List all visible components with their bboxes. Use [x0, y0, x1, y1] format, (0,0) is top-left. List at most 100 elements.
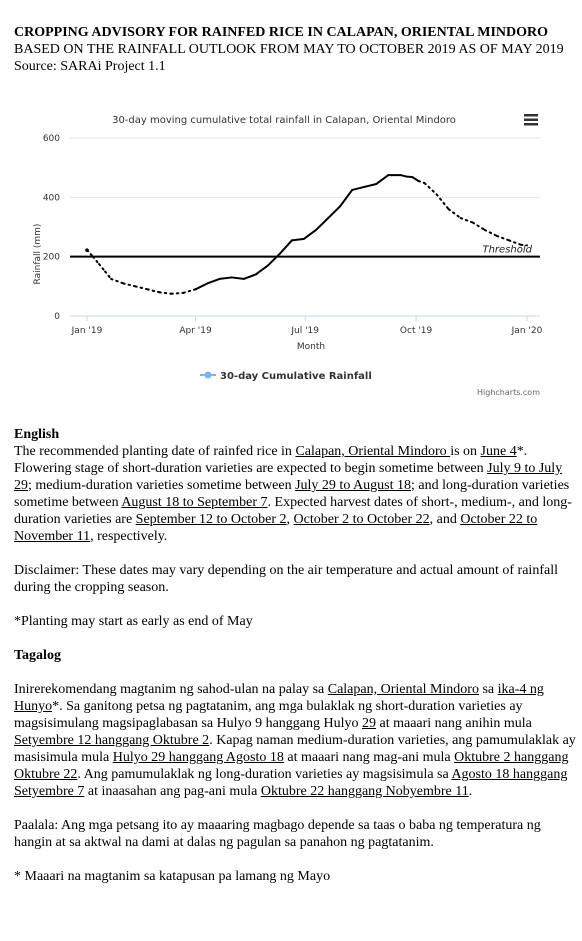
- menu-icon[interactable]: [524, 114, 538, 126]
- series-segment-solid: [363, 182, 378, 188]
- long-harvest-range: October 22 to November 11: [14, 512, 538, 544]
- tagalog-medium-flowering: Hulyo 29 hanggang Agosto 18: [112, 750, 284, 765]
- text: at inaasahan ang pag-ani mula: [84, 784, 261, 799]
- x-tick-label: Jul '19: [290, 326, 319, 336]
- tagalog-disclaimer: Paalala: Ang mga petsang ito ay maaaring…: [14, 818, 541, 850]
- series-segment-dotted: [471, 221, 486, 231]
- text: Inirerekomendang magtanim ng sahod-ulan …: [14, 682, 328, 697]
- series-segment-solid: [194, 282, 209, 291]
- text: . Ang pamumulaklak ng long-duration vari…: [77, 767, 452, 782]
- series-segment-dotted: [507, 239, 522, 246]
- x-tick-label: Jan '20: [511, 326, 543, 336]
- series-segment-dotted: [483, 228, 498, 237]
- y-axis-label: Rainfall (mm): [33, 224, 43, 285]
- series-segment-dotted: [495, 234, 510, 242]
- advisory-body: English The recommended planting date of…: [14, 426, 576, 885]
- series-segment-solid: [315, 217, 330, 231]
- english-paragraph: The recommended planting date of rainfed…: [14, 443, 576, 545]
- series-segment-dotted: [170, 291, 185, 295]
- series-segment-solid: [399, 174, 408, 178]
- tagalog-heading: Tagalog: [14, 648, 61, 663]
- series-segment-solid: [405, 175, 414, 179]
- series-point: [85, 248, 89, 252]
- x-tick-label: Apr '19: [179, 326, 212, 336]
- x-tick-label: Oct '19: [400, 326, 433, 336]
- series-segment-dotted: [92, 255, 101, 266]
- y-tick-label: 600: [43, 134, 60, 144]
- series-segment-dotted: [122, 282, 137, 288]
- series-segment-dotted: [110, 277, 125, 285]
- text: sa: [478, 682, 498, 697]
- text: *. Flowering stage of short-duration var…: [14, 444, 528, 476]
- english-disclaimer: Disclaimer: These dates may vary dependi…: [14, 563, 558, 595]
- series-segment-dotted: [98, 263, 107, 273]
- tagalog-paragraph: Inirerekomendang magtanim ng sahod-ulan …: [14, 681, 576, 800]
- tagalog-short-day: 29: [362, 716, 376, 731]
- tagalog-long-flowering: Agosto 18 hanggang Setyembre 7: [14, 767, 568, 799]
- english-note: *Planting may start as early as end of M…: [14, 614, 253, 629]
- series-segment-dotted: [447, 208, 462, 220]
- series-segment-solid: [411, 176, 420, 183]
- text: ; and long-duration varieties sometime b…: [14, 478, 570, 510]
- series-segment-dotted: [146, 288, 161, 294]
- series-segment-dotted: [104, 270, 113, 280]
- series-segment-solid: [339, 188, 354, 208]
- text: . Expected harvest dates of short-, medi…: [14, 495, 572, 527]
- tagalog-medium-harvest: Oktubre 2 hanggang Oktubre 22: [14, 750, 569, 782]
- medium-harvest-range: October 2 to October 22: [293, 512, 430, 527]
- rainfall-chart: 30-day moving cumulative total rainfall …: [14, 102, 554, 402]
- tagalog-long-harvest: Oktubre 22 hanggang Nobyembre 11: [260, 784, 469, 799]
- series-segment-dotted: [435, 193, 450, 211]
- chart-credit[interactable]: Highcharts.com: [477, 388, 540, 397]
- y-tick-label: 200: [43, 253, 60, 263]
- series-segment-dotted: [459, 217, 474, 224]
- series-segment-dotted: [417, 180, 426, 185]
- text: at maaari nang anihin mula: [376, 716, 532, 731]
- series-segment-solid: [278, 239, 293, 255]
- series-segment-dotted: [134, 285, 149, 291]
- location-link: Calapan, Oriental Mindoro: [295, 444, 451, 459]
- y-tick-label: 0: [54, 312, 60, 322]
- series-segment-dotted: [158, 291, 173, 295]
- series-segment-solid: [290, 237, 305, 242]
- short-harvest-range: September 12 to October 2: [135, 512, 287, 527]
- tagalog-note: * Maaari na magtanim sa katapusan pa lam…: [14, 869, 331, 884]
- series-segment-dotted: [182, 288, 197, 294]
- tagalog-short-harvest: Setyembre 12 hanggang Oktubre 2: [14, 733, 210, 748]
- text: ; medium-duration varieties sometime bet…: [28, 478, 296, 493]
- short-flowering-range: July 9 to July 29: [14, 461, 563, 493]
- text: *. Sa ganitong petsa ng pagtatanim, ang …: [14, 699, 523, 731]
- text: , respectively.: [90, 529, 168, 544]
- planting-date: June 4: [480, 444, 517, 459]
- series-segment-solid: [327, 205, 342, 220]
- text: is on: [450, 444, 481, 459]
- text: The recommended planting date of rainfed…: [14, 444, 296, 459]
- text: at maaari nang mag-ani mula: [283, 750, 455, 765]
- text: . Kapag naman medium-duration varieties,…: [14, 733, 576, 765]
- chart-legend[interactable]: 30-day Cumulative Rainfall: [200, 371, 372, 382]
- series-segment-solid: [302, 228, 318, 240]
- tagalog-location: Calapan, Oriental Mindoro: [327, 682, 479, 697]
- series-segment-solid: [375, 174, 390, 185]
- x-tick-label: Jan '19: [71, 326, 103, 336]
- series-segment-solid: [266, 252, 281, 267]
- y-tick-label: 400: [43, 193, 60, 203]
- series-segment-solid: [351, 185, 366, 191]
- text: ,: [286, 512, 294, 527]
- legend-label: 30-day Cumulative Rainfall: [220, 371, 372, 382]
- advisory-title: CROPPING ADVISORY FOR RAINFED RICE IN CA…: [14, 25, 548, 40]
- series-segment-dotted: [423, 182, 438, 196]
- text: .: [468, 784, 473, 799]
- series-segment-dotted: [519, 243, 528, 247]
- x-axis-label: Month: [297, 342, 325, 352]
- medium-flowering-range: July 29 to August 18: [295, 478, 411, 493]
- series-segment-solid: [206, 277, 221, 285]
- tagalog-planting-date: ika-4 ng Hunyo: [14, 682, 544, 714]
- advisory-header: CROPPING ADVISORY FOR RAINFED RICE IN CA…: [14, 24, 574, 75]
- english-heading: English: [14, 427, 60, 442]
- legend-marker: [204, 371, 212, 379]
- advisory-source: Source: SARAi Project 1.1: [14, 59, 166, 74]
- chart-title: 30-day moving cumulative total rainfall …: [112, 115, 456, 126]
- threshold-label: Threshold: [482, 245, 532, 256]
- series-segment-solid: [254, 264, 269, 276]
